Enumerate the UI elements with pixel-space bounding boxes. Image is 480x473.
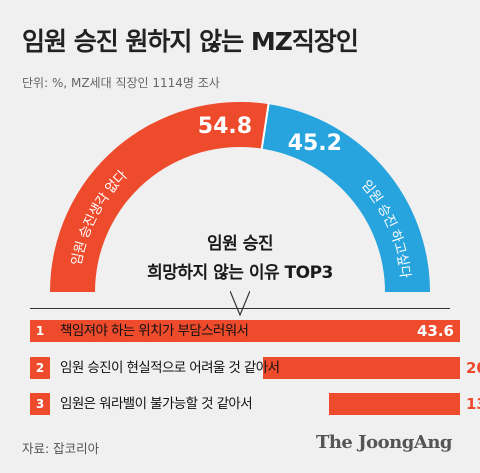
reason-row: 1 책임져야 하는 위치가 부담스러워서 43.6 — [30, 320, 460, 342]
reason-row: 3 임원은 워라밸이 불가능할 것 같아서 13.3 — [30, 393, 480, 415]
donut-slice-want-promotion — [261, 104, 431, 293]
reason-value: 43.6 — [416, 322, 454, 340]
callout-pointer-icon — [230, 290, 250, 317]
reason-value: 20 — [466, 359, 480, 377]
chart-title: 임원 승진 원하지 않는 MZ직장인 — [22, 27, 359, 56]
donut-value-no-promotion: 54.8 — [198, 114, 252, 139]
half-donut-chart: 임원 승진생각 없다 임원 승진 하고싶다 54.8 45.2 — [50, 101, 431, 293]
reasons-heading-line-1: 임원 승진 — [207, 234, 273, 254]
chart-subtitle: 단위: %, MZ세대 직장인 1114명 조사 — [22, 76, 220, 90]
reason-value: 13.3 — [466, 395, 480, 413]
publisher-logo: The JoongAng — [315, 432, 453, 453]
reason-rank-badge: 2 — [30, 357, 50, 379]
donut-value-want-promotion: 45.2 — [288, 131, 342, 156]
reason-rank-badge: 3 — [30, 393, 50, 415]
reason-rank-badge: 1 — [30, 320, 50, 342]
donut-divider — [260, 103, 270, 150]
reason-label: 책임져야 하는 위치가 부담스러워서 — [60, 323, 249, 339]
reason-row: 2 임원 승진이 현실적으로 어려울 것 같아서 20 — [30, 357, 480, 379]
reasons-heading: 임원 승진 희망하지 않는 이유 TOP3 — [120, 230, 360, 288]
reason-label: 임원은 워라밸이 불가능할 것 같아서 — [60, 396, 253, 412]
reasons-divider — [30, 308, 450, 309]
reason-bar — [328, 393, 460, 415]
reason-bar — [262, 357, 460, 379]
reason-bar — [30, 320, 460, 342]
donut-slice-no-promotion — [50, 101, 269, 293]
reason-label: 임원 승진이 현실적으로 어려울 것 같아서 — [60, 360, 280, 376]
source-note: 자료: 잡코리아 — [22, 441, 100, 456]
reasons-heading-line-2: 희망하지 않는 이유 TOP3 — [147, 263, 333, 283]
